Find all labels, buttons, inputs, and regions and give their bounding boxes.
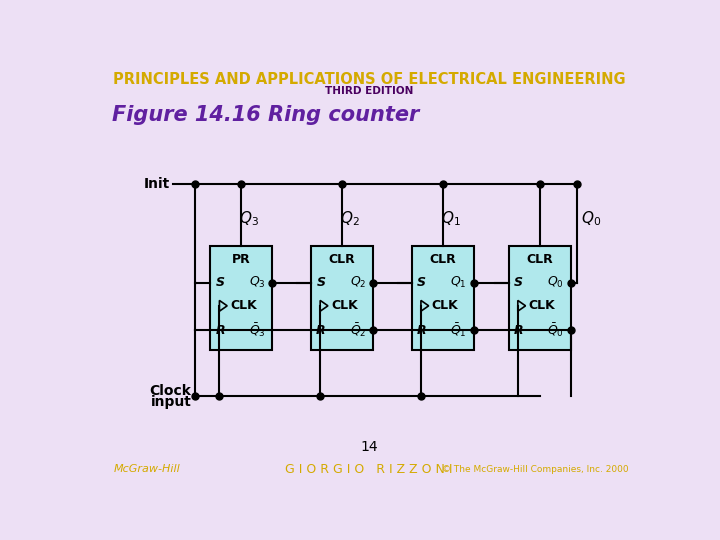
Text: R: R [514, 324, 523, 337]
Text: R: R [417, 324, 426, 337]
Text: $\bar{Q}_0$: $\bar{Q}_0$ [547, 322, 564, 339]
Text: CLK: CLK [331, 299, 358, 312]
Text: McGraw-Hill: McGraw-Hill [113, 464, 180, 474]
Text: $Q_2$: $Q_2$ [350, 275, 366, 291]
Text: S: S [216, 276, 225, 289]
Text: input: input [150, 395, 192, 409]
Text: $Q_3$: $Q_3$ [239, 210, 258, 228]
Text: Init: Init [143, 177, 170, 191]
Bar [508, 246, 570, 350]
Text: © The McGraw-Hill Companies, Inc. 2000: © The McGraw-Hill Companies, Inc. 2000 [442, 464, 629, 474]
Text: $Q_0$: $Q_0$ [547, 275, 564, 291]
Bar [412, 246, 474, 350]
Text: CLR: CLR [526, 253, 553, 266]
Text: S: S [417, 276, 426, 289]
Text: CLR: CLR [429, 253, 456, 266]
Text: PRINCIPLES AND APPLICATIONS OF ELECTRICAL ENGINEERING: PRINCIPLES AND APPLICATIONS OF ELECTRICA… [113, 72, 625, 87]
Text: CLK: CLK [528, 299, 555, 312]
Text: $Q_3$: $Q_3$ [249, 275, 266, 291]
Text: Figure 14.16 Ring counter: Figure 14.16 Ring counter [112, 105, 419, 125]
Text: R: R [316, 324, 325, 337]
Text: CLK: CLK [230, 299, 257, 312]
Text: THIRD EDITION: THIRD EDITION [325, 85, 413, 96]
Text: $Q_1$: $Q_1$ [451, 275, 467, 291]
Text: $\bar{Q}_3$: $\bar{Q}_3$ [249, 322, 266, 339]
Text: S: S [514, 276, 523, 289]
Text: $Q_0$: $Q_0$ [581, 210, 601, 228]
Text: CLK: CLK [432, 299, 459, 312]
Bar [311, 246, 373, 350]
Text: $Q_2$: $Q_2$ [340, 210, 359, 228]
Text: S: S [317, 276, 325, 289]
Text: CLR: CLR [328, 253, 355, 266]
Text: $\bar{Q}_2$: $\bar{Q}_2$ [350, 322, 366, 339]
Text: $\bar{Q}_1$: $\bar{Q}_1$ [451, 322, 467, 339]
Text: PR: PR [232, 253, 251, 266]
Text: $Q_1$: $Q_1$ [441, 210, 460, 228]
Text: 14: 14 [360, 441, 378, 455]
Text: Clock: Clock [150, 384, 192, 399]
Text: R: R [215, 324, 225, 337]
Bar [210, 246, 272, 350]
Text: G I O R G I O   R I Z Z O N I: G I O R G I O R I Z Z O N I [285, 463, 453, 476]
